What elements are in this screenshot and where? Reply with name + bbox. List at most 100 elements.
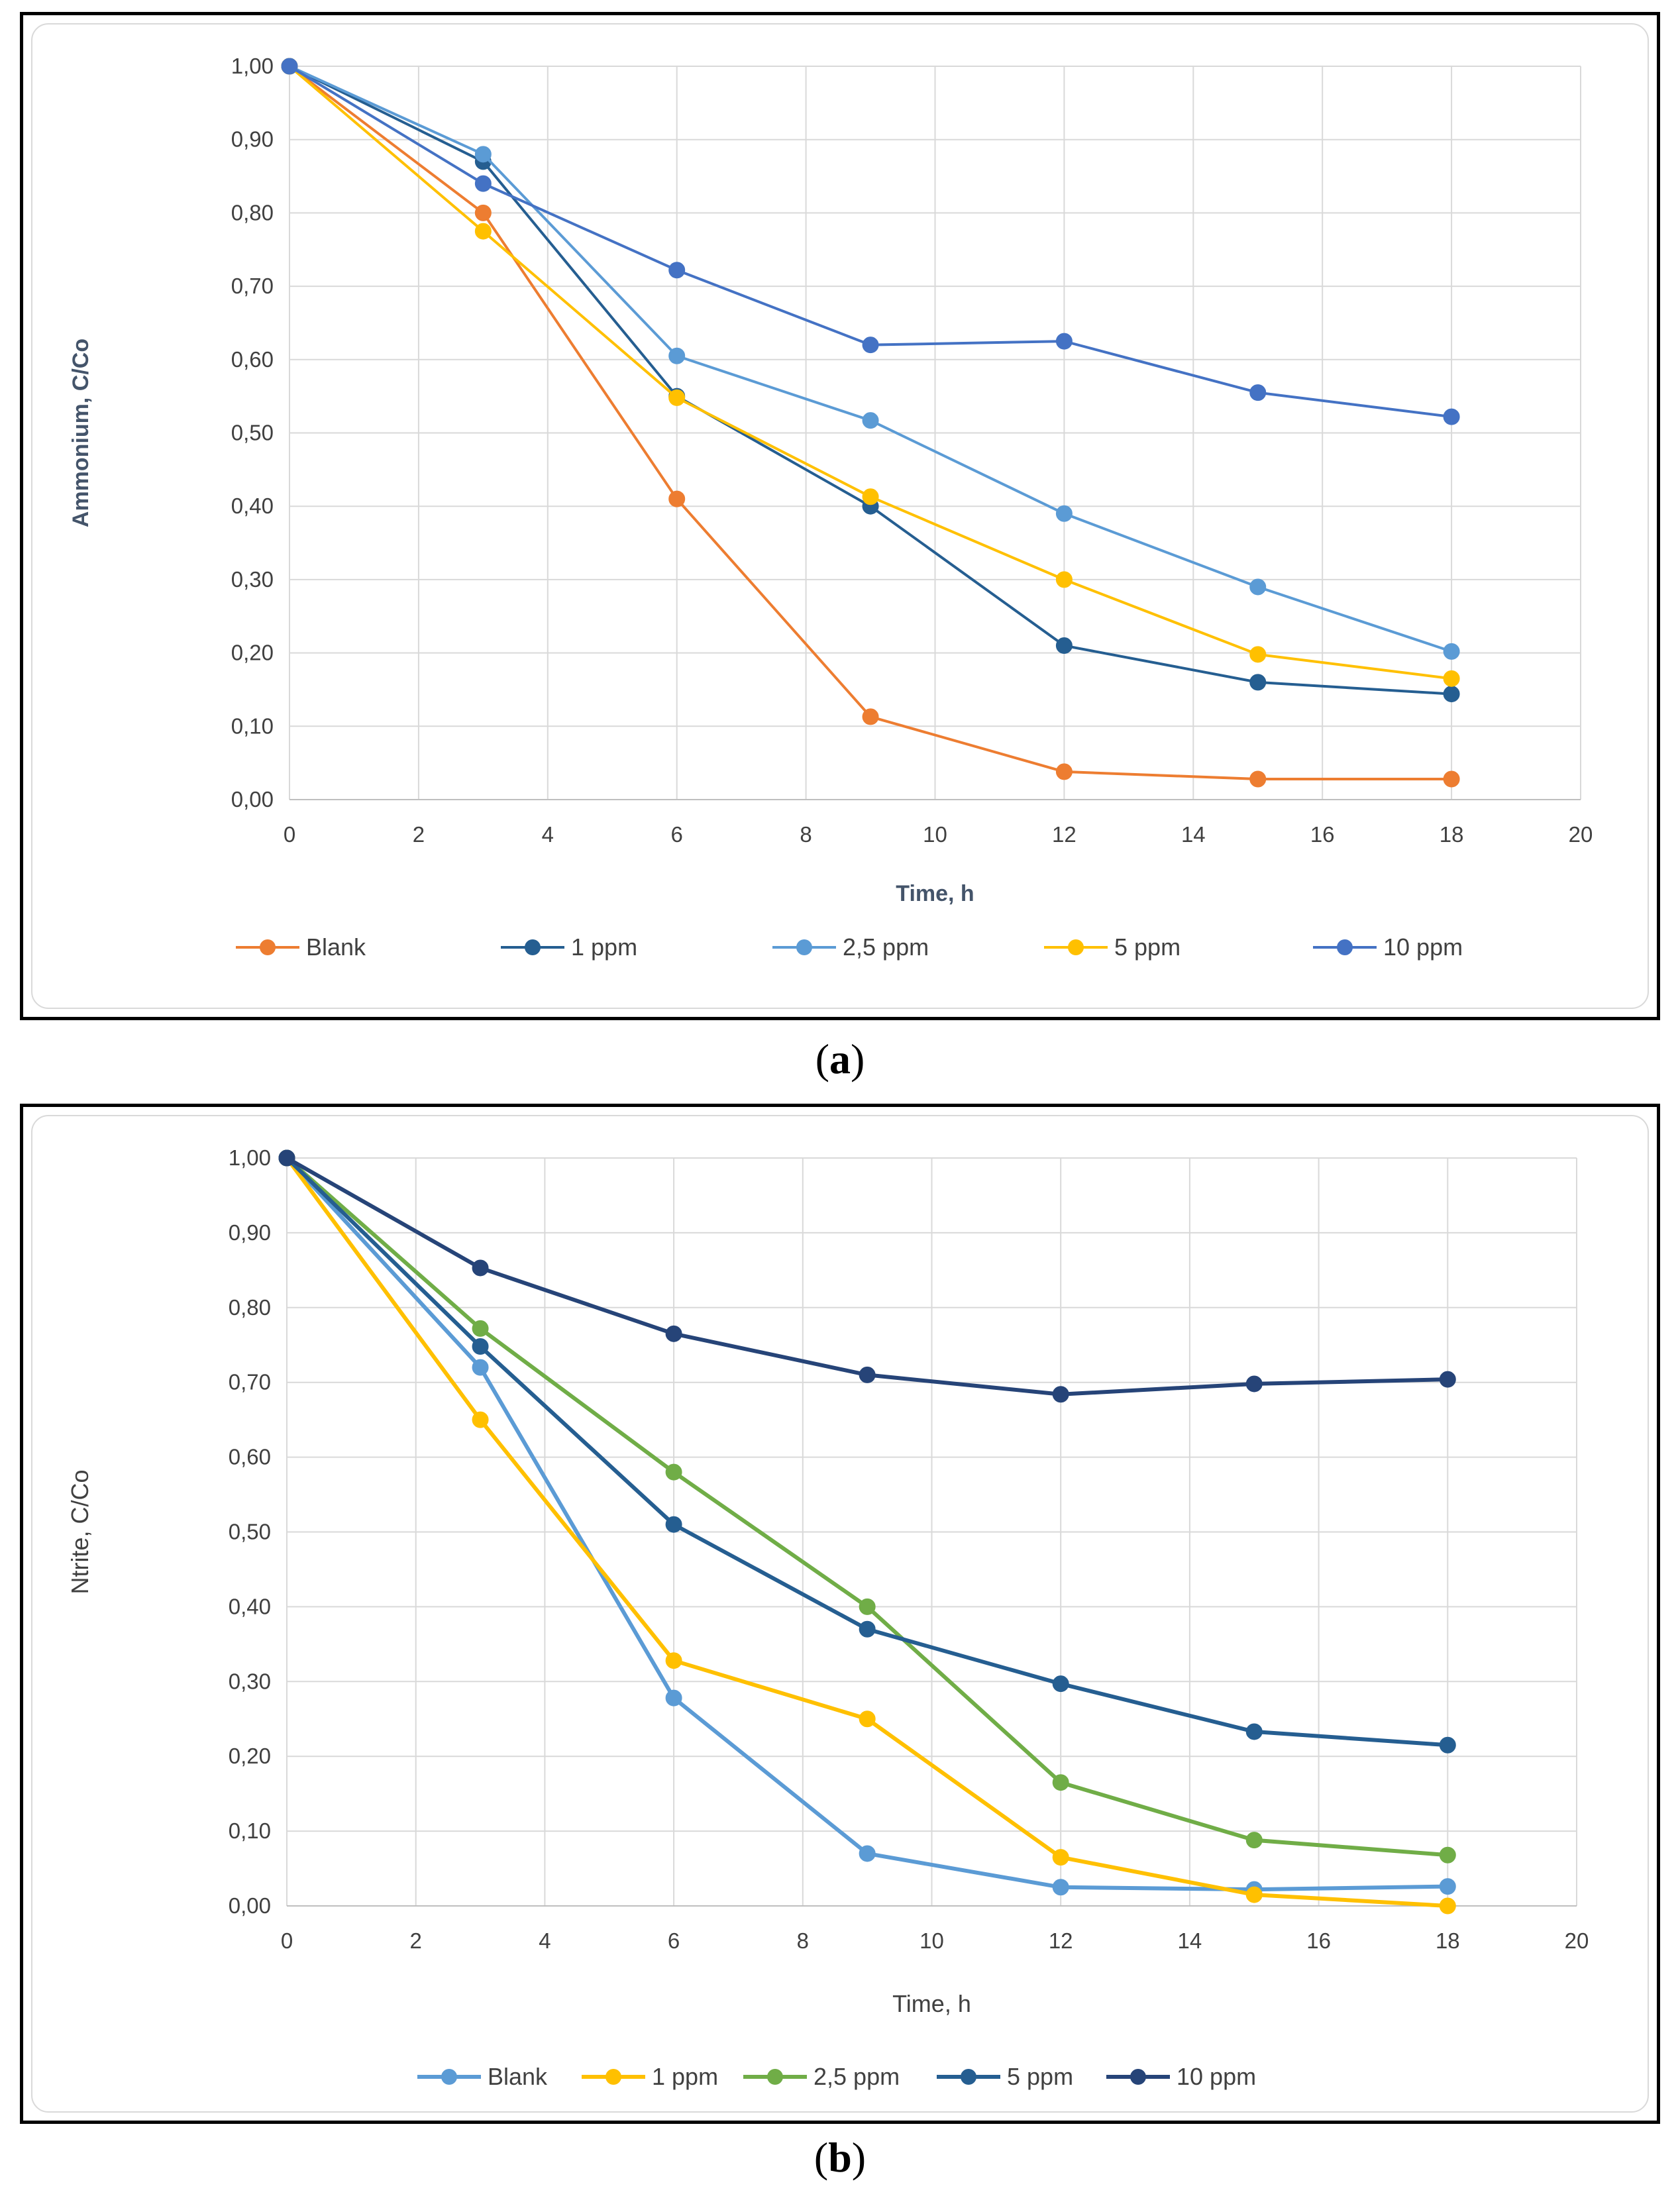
x-tick-label: 6 bbox=[671, 822, 683, 847]
data-point bbox=[862, 412, 879, 429]
x-tick-label: 4 bbox=[539, 1928, 551, 1953]
data-point bbox=[1439, 1846, 1456, 1864]
data-point bbox=[281, 58, 298, 75]
legend-item: 10 ppm bbox=[1106, 2063, 1256, 2090]
series-5-ppm bbox=[278, 1149, 1456, 1754]
caption-b-letter: b bbox=[828, 2134, 852, 2181]
y-tick-label: 0,80 bbox=[229, 1295, 271, 1320]
data-point bbox=[278, 1149, 295, 1167]
x-tick-label: 18 bbox=[1436, 1928, 1460, 1953]
caption-b-close: ) bbox=[851, 2134, 866, 2181]
data-point bbox=[668, 262, 686, 279]
legend-marker bbox=[1337, 939, 1353, 955]
series-10-ppm bbox=[281, 58, 1460, 425]
y-axis-title: Ntrite, C/Co bbox=[66, 1469, 93, 1594]
y-tick-label: 0,60 bbox=[229, 1445, 271, 1469]
x-tick-label: 2 bbox=[413, 822, 425, 847]
legend-marker bbox=[605, 2069, 621, 2085]
data-point bbox=[665, 1652, 682, 1669]
chart-area-border-b bbox=[31, 1115, 1649, 2113]
y-tick-label: 0,40 bbox=[229, 1594, 271, 1618]
data-point bbox=[859, 1710, 876, 1728]
legend-item: Blank bbox=[236, 933, 366, 961]
data-point bbox=[665, 1689, 682, 1707]
y-tick-label: 0,20 bbox=[229, 1744, 271, 1768]
y-tick-label: 0,70 bbox=[229, 1370, 271, 1394]
data-point bbox=[474, 146, 492, 163]
x-axis-title: Time, h bbox=[892, 1990, 971, 2017]
data-point bbox=[1443, 643, 1460, 660]
data-point bbox=[1052, 1675, 1069, 1693]
data-point bbox=[668, 389, 686, 406]
data-point bbox=[472, 1338, 489, 1355]
data-point bbox=[1249, 578, 1267, 596]
gridlines bbox=[286, 1157, 1577, 1907]
data-point bbox=[1055, 505, 1073, 522]
caption-b: (b) bbox=[0, 2133, 1680, 2182]
legend-label: 2,5 ppm bbox=[814, 2063, 900, 2090]
ammonium-chart: 0,00 0,10 0,20 0,30 0,40 0,50 0,60 0,70 0,80 0,90… bbox=[68, 54, 1593, 961]
data-point bbox=[859, 1845, 876, 1862]
data-point bbox=[859, 1366, 876, 1383]
y-tick-label: 0,30 bbox=[231, 567, 274, 592]
data-point bbox=[474, 175, 492, 192]
data-point bbox=[472, 1320, 489, 1337]
data-point bbox=[1245, 1886, 1263, 1903]
data-point bbox=[1052, 1849, 1069, 1866]
data-point bbox=[668, 490, 686, 507]
x-tick-label: 18 bbox=[1440, 822, 1464, 847]
data-point bbox=[1055, 333, 1073, 350]
legend-label: Blank bbox=[488, 2063, 548, 2090]
series-2-5-ppm bbox=[278, 1149, 1456, 1864]
legend-label: Blank bbox=[306, 933, 366, 961]
legend-label: 1 ppm bbox=[652, 2063, 718, 2090]
x-axis-title: Time, h bbox=[896, 881, 974, 906]
caption-b-open: ( bbox=[814, 2134, 829, 2181]
data-point bbox=[472, 1411, 489, 1428]
legend-marker bbox=[525, 939, 541, 955]
legend-label: 5 ppm bbox=[1114, 933, 1181, 961]
data-point bbox=[472, 1259, 489, 1277]
caption-a-open: ( bbox=[815, 1035, 829, 1082]
y-tick-label: 0,10 bbox=[229, 1818, 271, 1843]
legend-marker bbox=[961, 2069, 976, 2085]
data-point bbox=[1439, 1371, 1456, 1388]
y-tick-label: 0,90 bbox=[231, 127, 274, 152]
series-blank bbox=[281, 58, 1460, 788]
y-tick-label: 0,90 bbox=[229, 1220, 271, 1245]
y-tick-label: 0,40 bbox=[231, 494, 274, 518]
data-point bbox=[1443, 670, 1460, 687]
data-point bbox=[665, 1325, 682, 1342]
legend-item: 2,5 ppm bbox=[743, 2063, 900, 2090]
data-point bbox=[1245, 1375, 1263, 1393]
y-tick-label: 1,00 bbox=[231, 54, 274, 78]
chart-panel-a bbox=[20, 12, 1660, 1020]
series-line bbox=[286, 1156, 1448, 1396]
x-tick-label: 0 bbox=[284, 822, 295, 847]
data-point bbox=[1439, 1736, 1456, 1754]
y-tick-label: 0,10 bbox=[231, 713, 274, 738]
x-tick-label: 6 bbox=[668, 1928, 680, 1953]
data-point bbox=[668, 347, 686, 364]
data-point bbox=[1443, 770, 1460, 788]
y-tick-label: 0,00 bbox=[231, 787, 274, 812]
series-line bbox=[285, 1156, 1448, 1748]
data-point bbox=[1052, 1386, 1069, 1403]
legend-label: 2,5 ppm bbox=[843, 933, 929, 961]
data-point bbox=[474, 223, 492, 240]
x-tick-label: 12 bbox=[1049, 1928, 1073, 1953]
y-tick-label: 0,20 bbox=[231, 641, 274, 665]
legend-label: 10 ppm bbox=[1177, 2063, 1256, 2090]
series-10-ppm bbox=[278, 1149, 1456, 1403]
legend-marker bbox=[1130, 2069, 1146, 2085]
data-point bbox=[862, 488, 879, 505]
x-tick-label: 10 bbox=[919, 1928, 944, 1953]
x-tick-label: 14 bbox=[1181, 822, 1206, 847]
y-tick-label: 0,50 bbox=[229, 1520, 271, 1544]
data-point bbox=[1249, 770, 1267, 788]
x-tick-label: 8 bbox=[797, 1928, 809, 1953]
y-tick-label: 0,80 bbox=[231, 200, 274, 225]
data-point bbox=[1055, 571, 1073, 588]
legend-item: 5 ppm bbox=[1044, 933, 1181, 961]
